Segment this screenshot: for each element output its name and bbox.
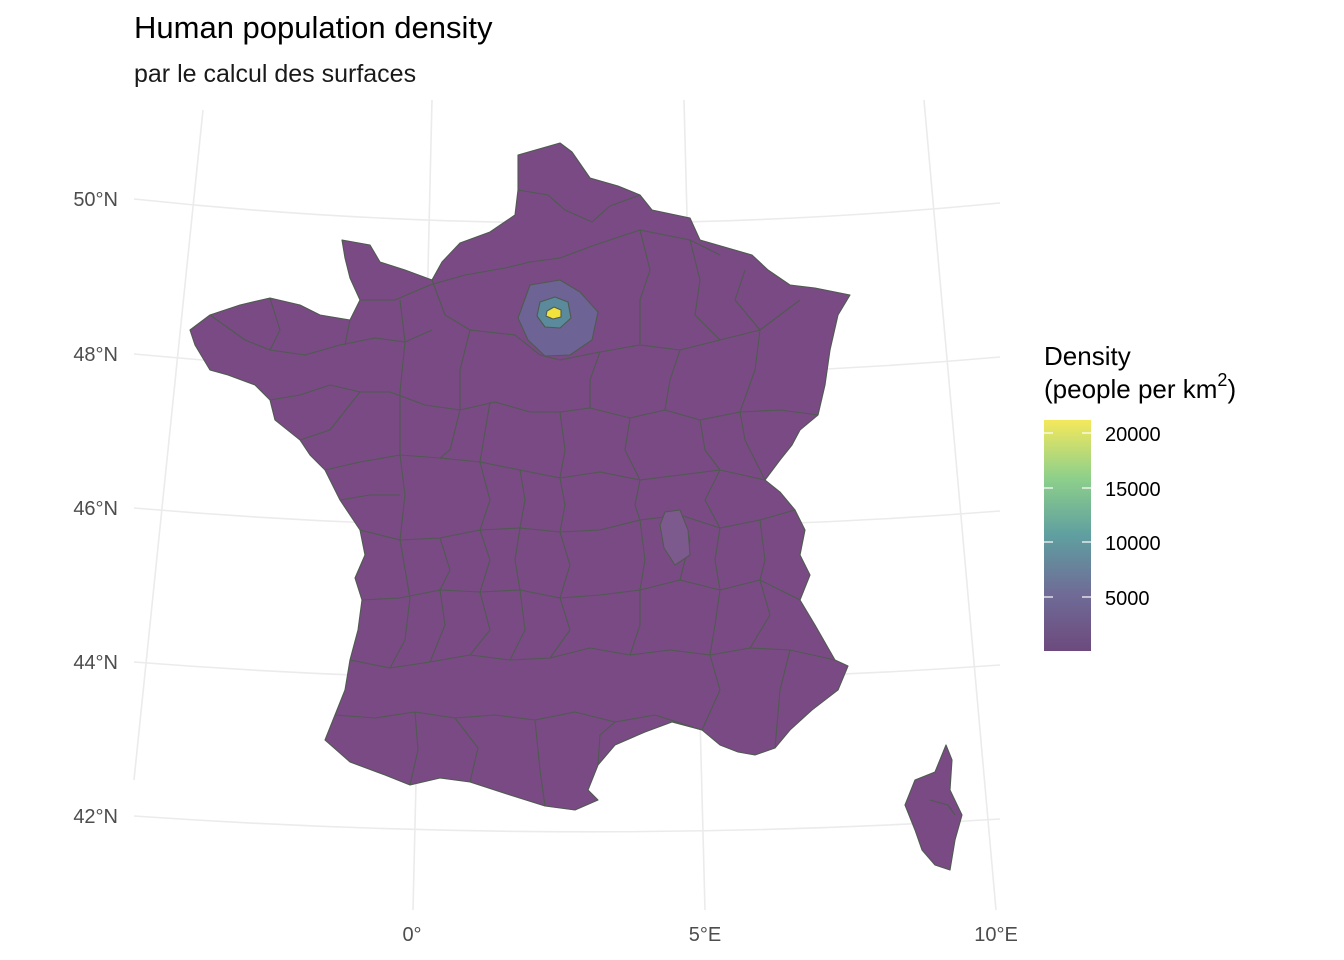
department-borders <box>209 189 956 816</box>
x-axis-labels: 0° 5°E 10°E <box>402 924 1017 946</box>
paris-region <box>517 279 599 357</box>
x-label-5e: 5°E <box>689 924 721 946</box>
y-label-50n: 50°N <box>73 189 118 211</box>
y-label-48n: 48°N <box>73 344 118 366</box>
y-label-44n: 44°N <box>73 652 118 674</box>
legend-title-close: ) <box>1227 374 1236 404</box>
map-subtitle: par le calcul des surfaces <box>134 60 417 88</box>
map-title: Human population density <box>134 10 493 45</box>
y-label-46n: 46°N <box>73 498 118 520</box>
x-label-0: 0° <box>402 924 421 946</box>
legend-tick-marks <box>1044 432 1091 598</box>
x-label-10e: 10°E <box>974 924 1018 946</box>
legend-title-line2: (people per km2) <box>1044 370 1236 404</box>
legend-break-5000: 5000 <box>1105 588 1150 610</box>
corsica <box>904 744 963 871</box>
legend-break-10000: 10000 <box>1105 533 1161 555</box>
y-axis-labels: 50°N 48°N 46°N 44°N 42°N <box>73 189 118 828</box>
legend-colorbar <box>1044 420 1091 651</box>
legend-break-15000: 15000 <box>1105 479 1161 501</box>
legend-break-20000: 20000 <box>1105 424 1161 446</box>
legend-title-text: (people per km <box>1044 374 1217 404</box>
y-label-42n: 42°N <box>73 806 118 828</box>
legend: Density (people per km2) 20000 15000 100… <box>1044 341 1236 651</box>
legend-title-superscript: 2 <box>1217 370 1227 390</box>
paris-department <box>545 306 562 320</box>
legend-title-line1: Density <box>1044 341 1131 371</box>
rhone-department <box>659 509 691 566</box>
